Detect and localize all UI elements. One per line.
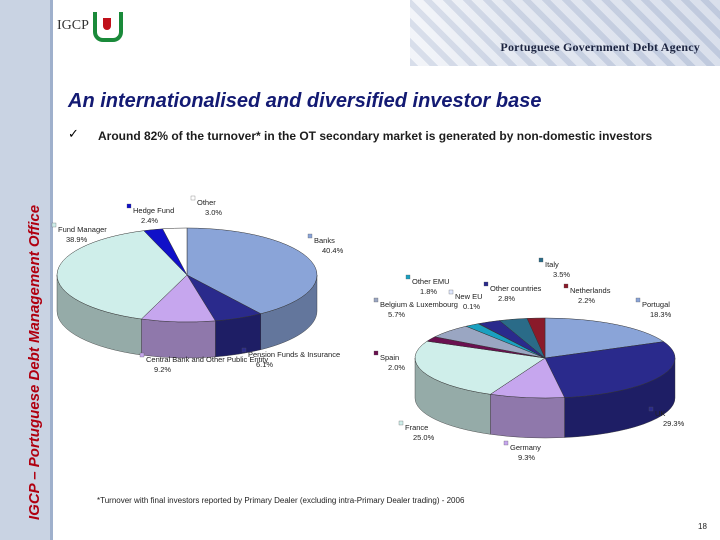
- legend-swatch: [405, 274, 411, 280]
- slice-label: Italy: [545, 260, 559, 269]
- pie-slice-side: [141, 318, 216, 359]
- slice-value-label: 1.8%: [420, 287, 437, 296]
- legend-swatch: [563, 283, 569, 289]
- pie-slice: [56, 230, 188, 320]
- slide-title: An internationalised and diversified inv…: [68, 90, 542, 112]
- slice-value-label: 0.1%: [463, 302, 480, 311]
- logo-text: IGCP: [57, 18, 89, 33]
- slice-label: Spain: [380, 353, 399, 362]
- slice-label: Central Bank and Other Public Entity: [146, 355, 268, 364]
- slice-value-label: 3.0%: [205, 208, 222, 217]
- slice-value-label: 40.4%: [322, 246, 344, 255]
- agency-name: Portuguese Government Debt Agency: [500, 40, 700, 54]
- slice-value-label: 18.3%: [650, 310, 672, 319]
- legend-swatch: [373, 350, 379, 356]
- slice-label: UK: [655, 409, 665, 418]
- legend-swatch: [648, 406, 654, 412]
- pie-slice: [162, 227, 188, 276]
- footnote: *Turnover with final investors reported …: [97, 496, 465, 505]
- slice-value-label: 38.9%: [66, 235, 88, 244]
- legend-swatch: [126, 203, 132, 209]
- slice-label: Belgium & Luxembourg: [380, 300, 458, 309]
- sidebar: IGCP – Portuguese Debt Management Office: [0, 0, 53, 540]
- slice-label: Other countries: [490, 284, 542, 293]
- slice-label: Other EMU: [412, 277, 450, 286]
- legend-swatch: [139, 352, 145, 358]
- slice-label: Fund Manager: [58, 225, 107, 234]
- slice-label: Germany: [510, 443, 541, 452]
- legend-swatch: [398, 420, 404, 426]
- legend-swatch: [373, 297, 379, 303]
- legend-swatch: [241, 347, 247, 353]
- pie-slice: [186, 227, 318, 314]
- legend-swatch: [190, 195, 196, 201]
- slice-value-label: 3.5%: [553, 270, 570, 279]
- slice-value-label: 9.2%: [154, 365, 171, 374]
- slice-label: France: [405, 423, 428, 432]
- pie-slice: [544, 341, 676, 398]
- slice-value-label: 29.3%: [663, 419, 685, 428]
- slice-value-label: 2.4%: [141, 216, 158, 225]
- header-banner: IGCP Portuguese Government Debt Agency: [53, 0, 720, 66]
- slice-label: Banks: [314, 236, 335, 245]
- slice-value-label: 2.2%: [578, 296, 595, 305]
- legend-swatch: [448, 289, 454, 295]
- slice-label: Pension Funds & Insurance: [248, 350, 340, 359]
- legend-swatch: [538, 257, 544, 263]
- legend-swatch: [483, 281, 489, 287]
- slice-value-label: 2.8%: [498, 294, 515, 303]
- logo-icon-inner: [103, 18, 111, 30]
- legend-swatch: [51, 222, 57, 228]
- slice-label: New EU: [455, 292, 483, 301]
- slice-value-label: 6.1%: [256, 360, 273, 369]
- slice-value-label: 25.0%: [413, 433, 435, 442]
- page-number: 18: [698, 522, 707, 531]
- pie-slice-side: [490, 394, 565, 439]
- slice-label: Portugal: [642, 300, 670, 309]
- legend-swatch: [307, 233, 313, 239]
- slice-value-label: 5.7%: [388, 310, 405, 319]
- pie-slice: [544, 317, 665, 359]
- logo-icon: [93, 12, 123, 42]
- bullet-text: Around 82% of the turnover* in the OT se…: [98, 129, 653, 143]
- banner-decoration: [410, 0, 720, 66]
- slice-value-label: 2.0%: [388, 363, 405, 372]
- legend-swatch: [503, 440, 509, 446]
- legend-swatch: [635, 297, 641, 303]
- check-icon: ✓: [68, 126, 79, 141]
- slice-label: Hedge Fund: [133, 206, 174, 215]
- slice-value-label: 9.3%: [518, 453, 535, 462]
- pie-slice: [414, 340, 546, 395]
- slice-label: Other: [197, 198, 216, 207]
- pie-slice: [526, 317, 546, 359]
- slice-label: Netherlands: [570, 286, 611, 295]
